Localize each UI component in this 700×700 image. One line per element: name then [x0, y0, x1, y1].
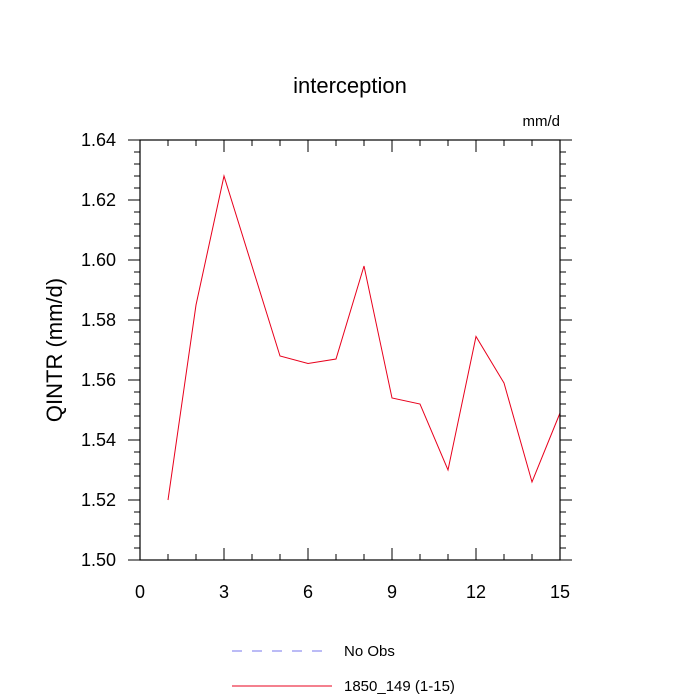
units-label: mm/d — [523, 113, 561, 130]
y-tick-label: 1.60 — [81, 250, 116, 270]
x-tick-label: 0 — [135, 582, 145, 602]
y-tick-label: 1.52 — [81, 490, 116, 510]
y-tick-label: 1.58 — [81, 310, 116, 330]
chart-title: interception — [293, 73, 407, 98]
tick-labels: 0 3 6 9 12 15 1.50 1.52 1.54 1.56 1.58 1.60 1.62 1.64 — [81, 130, 570, 602]
x-tick-label: 6 — [303, 582, 313, 602]
legend: No Obs 1850_149 (1-15) — [232, 643, 455, 695]
y-tick-label: 1.56 — [81, 370, 116, 390]
plot-frame — [139, 139, 561, 561]
x-tick-label: 3 — [219, 582, 229, 602]
x-tick-label: 9 — [387, 582, 397, 602]
y-tick-label: 1.64 — [81, 130, 116, 150]
legend-label: 1850_149 (1-15) — [344, 678, 455, 695]
x-tick-label: 12 — [466, 582, 486, 602]
x-tick-label: 15 — [550, 582, 570, 602]
series-line — [167, 174, 561, 501]
y-tick-label: 1.54 — [81, 430, 116, 450]
series-layer — [167, 174, 561, 501]
legend-label: No Obs — [344, 643, 395, 660]
y-axis-label: QINTR (mm/d) — [42, 278, 67, 422]
axis-ticks — [128, 139, 572, 561]
y-tick-label: 1.50 — [81, 550, 116, 570]
y-tick-label: 1.62 — [81, 190, 116, 210]
